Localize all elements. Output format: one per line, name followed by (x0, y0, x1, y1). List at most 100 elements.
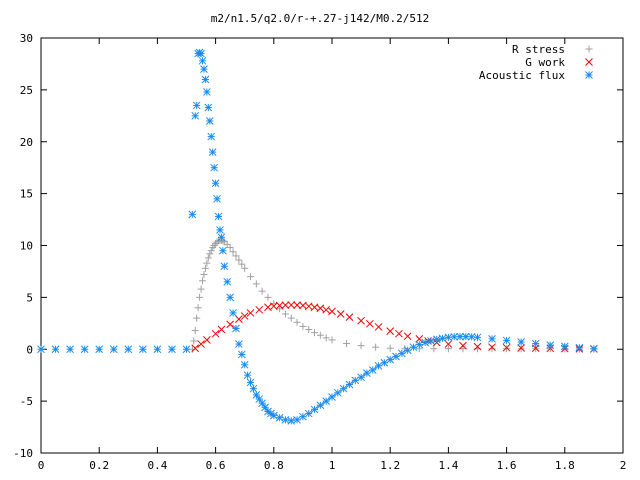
y-tick-label: 25 (20, 84, 33, 97)
data-point (258, 399, 267, 408)
y-tick-label: 30 (20, 32, 33, 45)
data-point (322, 305, 331, 314)
data-point (372, 343, 380, 351)
data-point (281, 310, 289, 318)
data-point (193, 314, 201, 322)
x-tick-label: 1.6 (497, 459, 517, 472)
data-point (237, 350, 246, 359)
data-point (333, 388, 342, 397)
data-point (339, 384, 348, 393)
data-point (357, 316, 365, 325)
x-tick-label: 2 (620, 459, 627, 472)
data-point (232, 252, 240, 260)
data-point (397, 349, 406, 358)
data-point (191, 344, 200, 353)
data-point (299, 412, 307, 421)
data-point (255, 305, 264, 314)
data-point (374, 323, 383, 331)
data-point (368, 366, 377, 374)
x-tick-label: 1 (329, 459, 336, 472)
data-point (37, 345, 45, 354)
data-point (197, 49, 205, 58)
data-point (299, 322, 307, 330)
data-point (229, 248, 237, 256)
data-point (240, 312, 249, 320)
data-point (386, 344, 394, 352)
legend-label: R stress (512, 43, 565, 56)
data-point (328, 393, 336, 401)
data-point (261, 403, 269, 412)
data-point (473, 333, 482, 342)
data-point (226, 293, 235, 302)
series-layer (37, 48, 598, 425)
data-point (168, 345, 176, 354)
chart-title: m2/n1.5/q2.0/r-+.27-j142/M0.2/512 (211, 12, 430, 25)
data-point (216, 226, 224, 234)
data-point (488, 343, 496, 352)
data-point (192, 101, 201, 110)
data-point (197, 285, 205, 293)
data-point (124, 345, 133, 354)
data-point (258, 287, 266, 295)
data-point (546, 341, 555, 349)
data-point (214, 212, 223, 221)
data-point (198, 56, 207, 65)
data-point (502, 343, 511, 352)
data-point (219, 246, 227, 255)
data-point (450, 332, 459, 341)
data-point (459, 341, 467, 350)
data-point (220, 262, 229, 271)
data-point (357, 342, 365, 350)
data-point (211, 179, 220, 188)
x-tick-label: 0.4 (147, 459, 167, 472)
y-tick-label: -10 (13, 447, 33, 460)
data-point (196, 293, 204, 301)
data-point (191, 111, 200, 120)
y-axis: -10 -5 0 5 10 15 20 25 30 (13, 32, 623, 460)
data-point (80, 345, 89, 354)
data-point (226, 320, 235, 329)
data-point (473, 342, 482, 351)
data-point (287, 301, 296, 309)
data-point (293, 318, 301, 326)
data-point (322, 397, 331, 405)
x-tick-label: 0.6 (206, 459, 226, 472)
data-point (293, 415, 301, 424)
data-point (316, 304, 325, 313)
data-point (204, 103, 213, 112)
data-point (322, 334, 330, 342)
data-point (275, 301, 284, 310)
x-tick-label: 0 (38, 459, 45, 472)
data-point (204, 254, 212, 262)
data-point (403, 332, 412, 341)
data-point (226, 244, 234, 252)
data-point (395, 329, 403, 338)
data-point (336, 310, 345, 318)
data-point (365, 319, 374, 328)
data-point (241, 264, 249, 272)
data-point (488, 345, 496, 353)
data-point (182, 345, 191, 354)
data-point (255, 395, 264, 403)
data-point (264, 293, 272, 301)
data-point (208, 148, 217, 156)
data-point (201, 264, 209, 272)
data-point (217, 233, 226, 242)
x-tick-label: 1.8 (555, 459, 575, 472)
data-point (201, 75, 210, 84)
data-point (310, 405, 319, 414)
data-point (386, 355, 395, 364)
data-point (211, 329, 220, 338)
legend-marker (585, 45, 593, 53)
data-point (190, 337, 198, 345)
data-point (249, 384, 258, 393)
data-point (246, 309, 255, 317)
data-point (403, 346, 412, 355)
plot-border (40, 37, 624, 454)
data-point (199, 277, 207, 285)
x-tick-label: 0.2 (89, 459, 109, 472)
data-point (311, 329, 319, 337)
data-point (235, 315, 243, 324)
legend-label: G work (525, 56, 565, 69)
